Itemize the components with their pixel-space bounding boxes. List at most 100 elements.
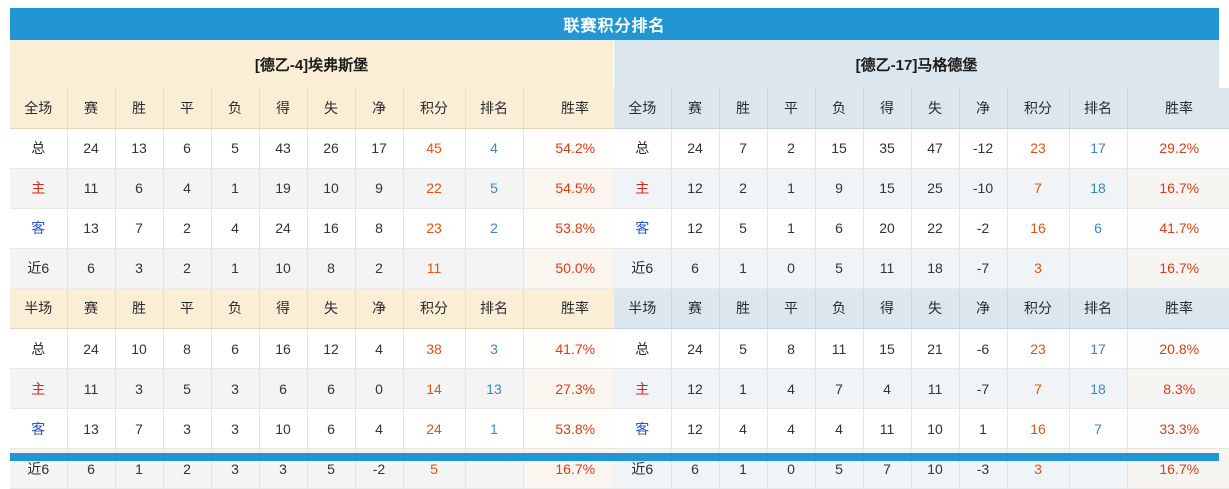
cell-gf: 6 (259, 369, 307, 409)
column-header-9: 排名 (1069, 88, 1127, 128)
column-header-10: 胜率 (1127, 289, 1229, 329)
row-label-recent: 近6 (614, 248, 671, 288)
column-header-6: 失 (307, 289, 355, 329)
row-label-total: 总 (614, 329, 671, 369)
cell-rate: 33.3% (1127, 409, 1229, 449)
cell-rank: 13 (465, 369, 523, 409)
cell-gf: 35 (863, 128, 911, 168)
cell-loss: 1 (211, 168, 259, 208)
column-header-10: 胜率 (1127, 88, 1229, 128)
cell-gf: 10 (259, 409, 307, 449)
row-label-away: 客 (10, 409, 67, 449)
cell-rate: 53.8% (523, 208, 627, 248)
cell-draw: 8 (163, 329, 211, 369)
cell-gd: -7 (959, 248, 1007, 288)
cell-gd: 4 (355, 329, 403, 369)
cell-draw: 3 (163, 409, 211, 449)
cell-points: 24 (403, 409, 465, 449)
cell-points: 3 (1007, 248, 1069, 288)
cell-points: 23 (1007, 329, 1069, 369)
column-header-5: 得 (863, 88, 911, 128)
column-header-3: 平 (163, 289, 211, 329)
column-header-10: 胜率 (523, 88, 627, 128)
cell-win: 5 (719, 208, 767, 248)
cell-rate: 29.2% (1127, 128, 1229, 168)
cell-ga: 18 (911, 248, 959, 288)
cell-ga: 10 (911, 409, 959, 449)
cell-rate: 16.7% (1127, 248, 1229, 288)
cell-rate: 8.3% (1127, 369, 1229, 409)
row-label-away: 客 (614, 409, 671, 449)
cell-rank: 7 (1069, 409, 1127, 449)
column-header-7: 净 (355, 88, 403, 128)
page-title-bar: 联赛积分排名 (10, 8, 1219, 40)
row-label-away: 客 (10, 208, 67, 248)
column-header-6: 失 (911, 88, 959, 128)
cell-played: 12 (671, 208, 719, 248)
cell-gf: 11 (863, 409, 911, 449)
cell-rate: 16.7% (1127, 168, 1229, 208)
column-header-7: 净 (959, 88, 1007, 128)
cell-win: 4 (719, 409, 767, 449)
row-label-home: 主 (10, 369, 67, 409)
cell-draw: 2 (163, 248, 211, 288)
cell-rank: 4 (465, 128, 523, 168)
column-header-9: 排名 (465, 88, 523, 128)
column-header-4: 负 (815, 88, 863, 128)
cell-played: 24 (67, 128, 115, 168)
cell-gf: 19 (259, 168, 307, 208)
team-name-band-right[interactable]: [德乙-17]马格德堡 (614, 40, 1219, 88)
column-header-9: 排名 (465, 289, 523, 329)
column-header-1: 赛 (671, 289, 719, 329)
cell-win: 7 (115, 208, 163, 248)
cell-win: 13 (115, 128, 163, 168)
cell-win: 1 (719, 248, 767, 288)
cell-loss: 4 (815, 409, 863, 449)
column-header-5: 得 (259, 289, 307, 329)
cell-ga: 16 (307, 208, 355, 248)
cell-ga: 10 (307, 168, 355, 208)
cell-played: 24 (67, 329, 115, 369)
cell-played: 13 (67, 409, 115, 449)
cell-points: 11 (403, 248, 465, 288)
cell-played: 11 (67, 168, 115, 208)
cell-draw: 8 (767, 329, 815, 369)
cell-ga: 26 (307, 128, 355, 168)
cell-loss: 15 (815, 128, 863, 168)
cell-ga: 11 (911, 369, 959, 409)
cell-rate: 41.7% (1127, 208, 1229, 248)
cell-played: 11 (67, 369, 115, 409)
cell-points: 23 (1007, 128, 1069, 168)
cell-draw: 6 (163, 128, 211, 168)
column-header-2: 胜 (719, 88, 767, 128)
cell-gf: 43 (259, 128, 307, 168)
team-name-band-left[interactable]: [德乙-4]埃弗斯堡 (10, 40, 613, 88)
column-header-8: 积分 (1007, 88, 1069, 128)
cell-gd: 0 (355, 369, 403, 409)
row-label-total: 总 (10, 329, 67, 369)
bottom-accent-bar (10, 453, 1219, 461)
column-header-4: 负 (211, 289, 259, 329)
cell-points: 16 (1007, 208, 1069, 248)
cell-gf: 24 (259, 208, 307, 248)
row-label-home: 主 (614, 168, 671, 208)
cell-points: 45 (403, 128, 465, 168)
cell-ga: 47 (911, 128, 959, 168)
cell-gf: 20 (863, 208, 911, 248)
cell-rate: 53.8% (523, 409, 627, 449)
cell-rank: 18 (1069, 369, 1127, 409)
cell-rank: 3 (465, 329, 523, 369)
cell-draw: 1 (767, 208, 815, 248)
cell-loss: 6 (211, 329, 259, 369)
row-label-home: 主 (10, 168, 67, 208)
cell-points: 38 (403, 329, 465, 369)
cell-gd: 8 (355, 208, 403, 248)
cell-gf: 11 (863, 248, 911, 288)
cell-gd: -7 (959, 369, 1007, 409)
column-header-5: 得 (259, 88, 307, 128)
